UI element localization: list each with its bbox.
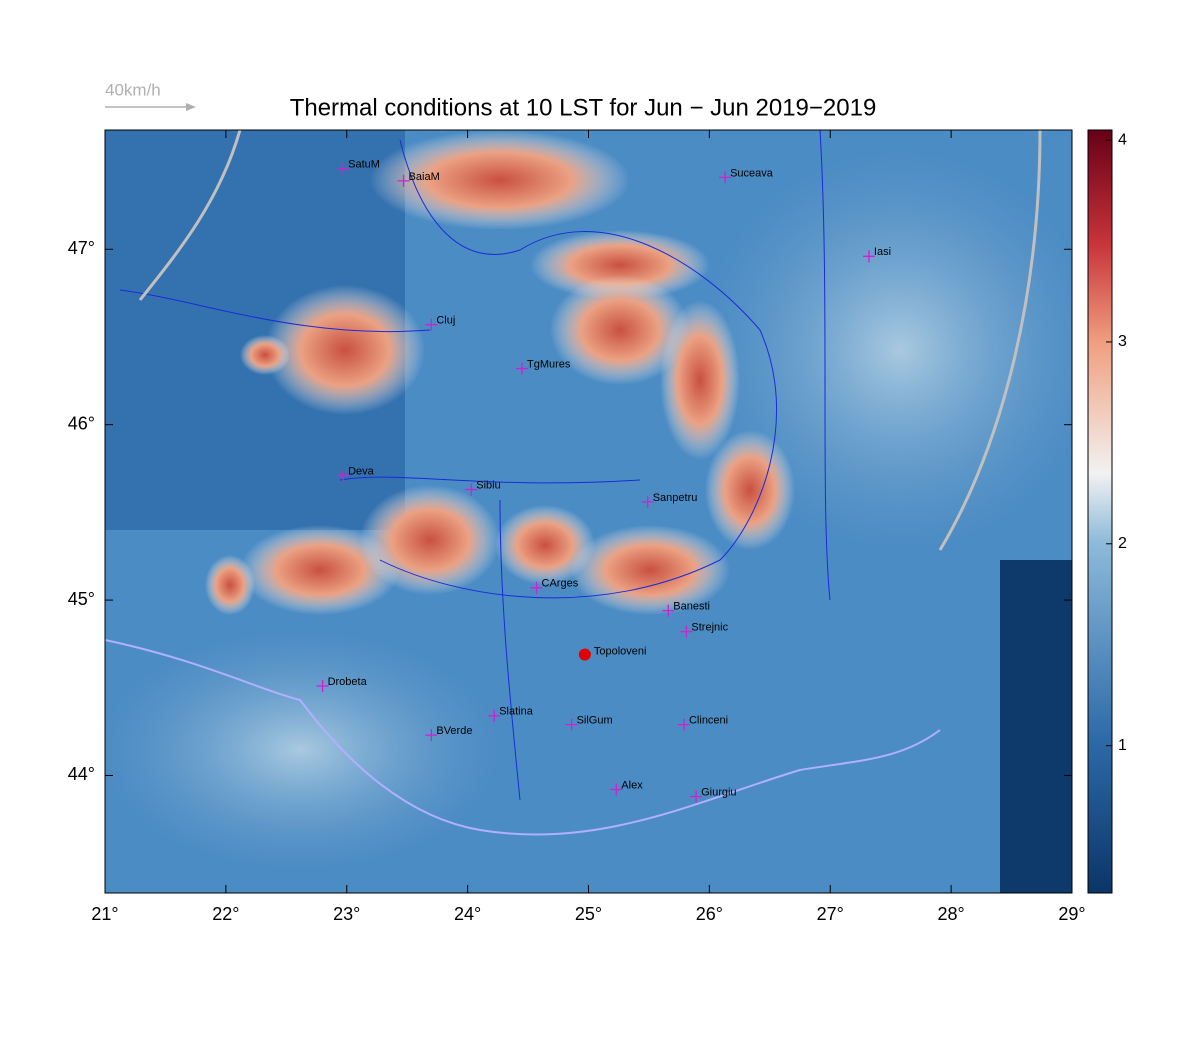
city-marker bbox=[425, 318, 438, 331]
city-marker bbox=[662, 604, 675, 617]
colorbar bbox=[1087, 129, 1113, 894]
city-label: Clinceni bbox=[689, 715, 728, 727]
city-marker bbox=[530, 581, 543, 594]
city-label: Suceava bbox=[730, 167, 774, 179]
city-label: SatuM bbox=[348, 158, 380, 170]
city-marker bbox=[337, 162, 350, 175]
city-marker bbox=[425, 729, 438, 742]
city-label: Banesti bbox=[673, 601, 710, 613]
city-marker bbox=[316, 680, 329, 693]
city-marker bbox=[465, 483, 478, 496]
city-label: Alex bbox=[621, 779, 643, 791]
y-tick-label: 44° bbox=[68, 764, 95, 784]
city-marker bbox=[610, 783, 623, 796]
colorbar-tick-label: 1 bbox=[1118, 737, 1127, 754]
x-tick-label: 24° bbox=[454, 904, 481, 924]
x-tick-label: 21° bbox=[91, 904, 118, 924]
x-tick-label: 25° bbox=[575, 904, 602, 924]
site-marker bbox=[578, 648, 591, 661]
x-tick-label: 26° bbox=[696, 904, 723, 924]
city-label: SilGum bbox=[577, 715, 613, 727]
city-label: Drobeta bbox=[328, 676, 368, 688]
city-label: Slatina bbox=[499, 706, 534, 718]
city-label: Strejnic bbox=[691, 622, 728, 634]
city-marker bbox=[488, 709, 501, 722]
y-tick-label: 45° bbox=[68, 589, 95, 609]
city-label: TgMures bbox=[527, 358, 571, 370]
city-label: Iasi bbox=[874, 246, 891, 258]
city-marker bbox=[690, 790, 703, 803]
city-label: Deva bbox=[348, 465, 375, 477]
scale-arrowhead bbox=[186, 103, 196, 111]
scale-label: 40km/h bbox=[105, 80, 161, 99]
y-tick-label: 47° bbox=[68, 238, 95, 258]
title: Thermal conditions at 10 LST for Jun − J… bbox=[290, 94, 877, 121]
city-marker bbox=[677, 718, 690, 731]
colorbar-tick-label: 4 bbox=[1118, 131, 1127, 148]
city-label: BVerde bbox=[436, 725, 472, 737]
city-marker bbox=[680, 625, 693, 638]
city-label: Sanpetru bbox=[653, 492, 698, 504]
city-marker bbox=[397, 174, 410, 187]
city-marker bbox=[641, 495, 654, 508]
colorbar-tick-label: 3 bbox=[1118, 333, 1127, 350]
city-label: BaiaM bbox=[409, 171, 440, 183]
city-marker bbox=[337, 469, 350, 482]
colorbar-tick-label: 2 bbox=[1118, 535, 1127, 552]
field bbox=[105, 130, 1072, 893]
y-tick-label: 46° bbox=[68, 413, 95, 433]
city-marker bbox=[565, 718, 578, 731]
city-label: Cluj bbox=[436, 315, 455, 327]
site-label: Topoloveni bbox=[594, 645, 647, 657]
city-marker bbox=[862, 250, 875, 263]
city-label: CArges bbox=[542, 578, 579, 590]
x-tick-label: 22° bbox=[212, 904, 239, 924]
city-marker bbox=[719, 171, 732, 184]
x-tick-label: 27° bbox=[817, 904, 844, 924]
city-label: Giurgiu bbox=[701, 786, 736, 798]
x-tick-label: 29° bbox=[1058, 904, 1085, 924]
x-tick-label: 28° bbox=[938, 904, 965, 924]
x-tick-label: 23° bbox=[333, 904, 360, 924]
city-label: Sibiu bbox=[476, 479, 500, 491]
city-marker bbox=[516, 362, 529, 375]
